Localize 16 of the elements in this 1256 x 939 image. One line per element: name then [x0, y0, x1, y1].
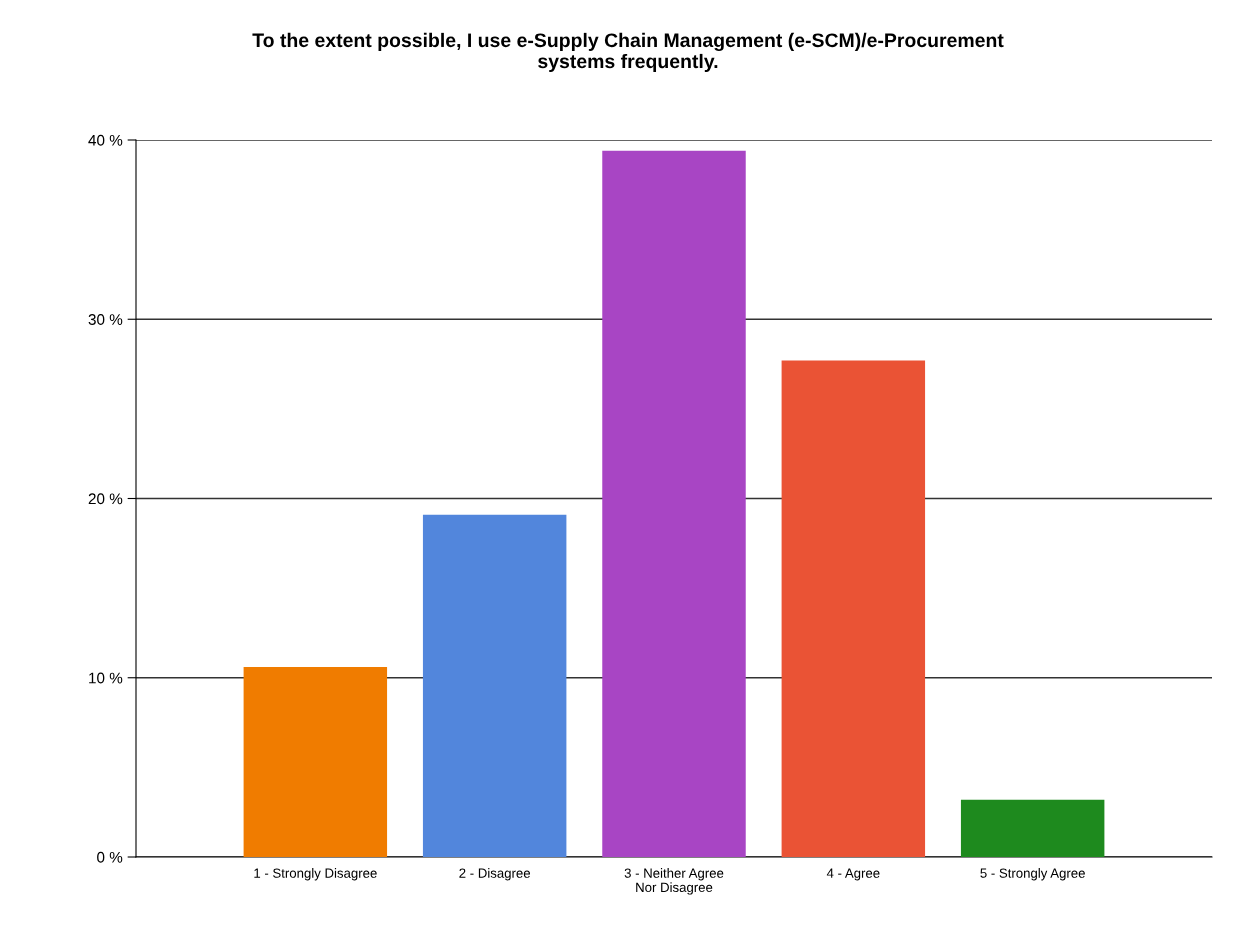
bar [243, 666, 388, 857]
x-tick-label: 2 - Disagree [459, 868, 531, 881]
y-tick-label: 0 % [97, 851, 123, 863]
chart-title: To the extent possible, I use e-Supply Chain Management (e-SCM)/e-Procurement systems frequently. [252, 32, 1004, 73]
bar [960, 799, 1105, 857]
x-tick-label: 1 - Strongly Disagree [254, 868, 377, 881]
bar [781, 360, 926, 857]
bar [422, 514, 567, 857]
y-tick-label: 20 % [88, 493, 123, 505]
x-tick-label: 5 - Strongly Agree [980, 868, 1085, 881]
y-tick-label: 40 % [88, 134, 123, 146]
x-tick-label: 3 - Neither Agree Nor Disagree [624, 868, 724, 895]
y-tick-label: 10 % [89, 672, 123, 684]
x-tick-label: 4 - Agree [826, 868, 880, 881]
bar [602, 150, 746, 857]
y-tick-label: 30 % [88, 314, 123, 325]
